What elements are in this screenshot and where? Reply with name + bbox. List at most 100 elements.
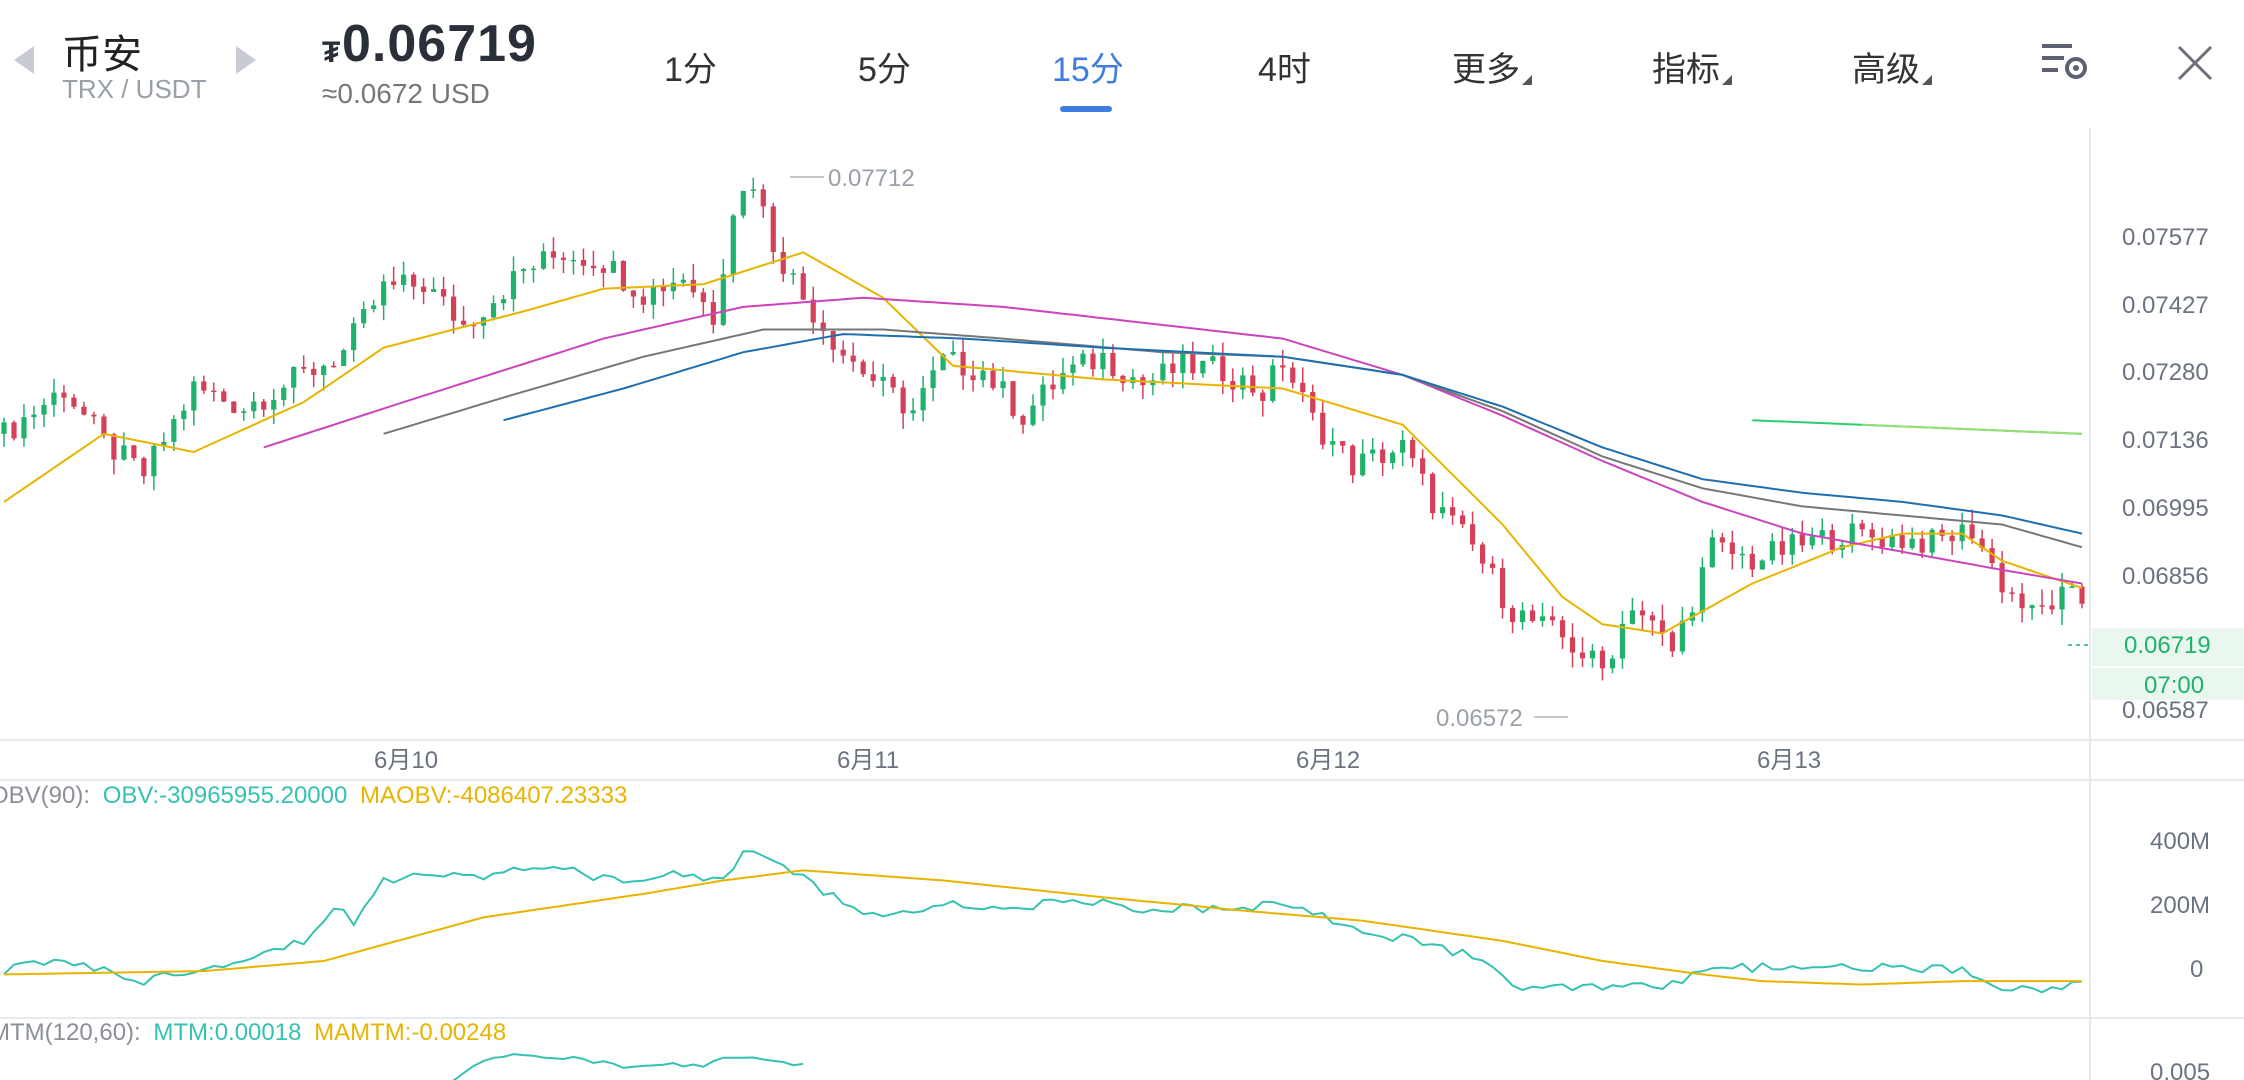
candle-body: [1240, 375, 1246, 390]
candle: [161, 432, 167, 452]
candle: [1489, 556, 1496, 575]
candle-body: [1969, 524, 1975, 539]
tab-label: 1分: [664, 51, 717, 89]
candle: [1519, 602, 1526, 630]
close-icon[interactable]: [2176, 44, 2214, 82]
candle: [311, 361, 317, 388]
candle: [1759, 559, 1765, 570]
candle-body: [460, 320, 467, 325]
candle: [1090, 348, 1096, 377]
candle-body: [600, 268, 607, 273]
moving-average-lines: [3, 251, 2083, 635]
candle: [1859, 519, 1865, 537]
candle: [21, 404, 27, 447]
candle: [530, 266, 537, 283]
tab-5min[interactable]: 5分: [858, 42, 911, 91]
candle-body: [1929, 529, 1935, 553]
candle-body: [111, 434, 117, 460]
tab-label: 更多: [1452, 51, 1520, 89]
candle-body: [570, 259, 577, 262]
candle-body: [990, 370, 996, 389]
candle: [1130, 368, 1136, 389]
candle-body: [1270, 365, 1276, 401]
candle: [1030, 394, 1036, 427]
candle-body: [1569, 637, 1576, 653]
chart-header: 币安 TRX / USDT ₮ 0.06719 ≈0.0672 USD 1分 5…: [0, 0, 2244, 128]
candle: [1040, 376, 1046, 422]
candle: [1559, 615, 1566, 650]
tab-indicators[interactable]: 指标: [1652, 42, 1732, 91]
kline-chart[interactable]: 0.07577 0.07427 0.07280 0.07136 0.06995 …: [0, 128, 2244, 1080]
candle-body: [740, 190, 746, 216]
candle-body: [1190, 352, 1196, 374]
candle-body: [201, 381, 207, 391]
prev-icon[interactable]: [14, 46, 34, 74]
candle-body: [1070, 364, 1076, 373]
candle: [590, 250, 597, 276]
candle: [1190, 341, 1196, 380]
candle-body: [51, 392, 57, 405]
tab-advanced[interactable]: 高级: [1852, 42, 1932, 91]
tab-4h[interactable]: 4时: [1258, 42, 1311, 91]
candle-body: [2019, 593, 2025, 609]
candle: [2019, 583, 2025, 623]
candle-body: [81, 406, 87, 415]
candle: [510, 256, 517, 312]
candle: [1959, 512, 1965, 550]
candle-body: [1849, 523, 1855, 545]
exchange-name[interactable]: 币安: [62, 33, 142, 77]
candle-body: [61, 392, 67, 398]
candle: [1899, 524, 1905, 555]
candle: [171, 415, 177, 452]
candle-body: [241, 411, 247, 413]
candle: [411, 272, 417, 300]
tab-label: 4时: [1258, 51, 1311, 89]
maobv-line: [3, 869, 2082, 986]
dropdown-caret-icon: [1922, 75, 1932, 85]
candle-body: [181, 410, 187, 420]
candle-body: [1539, 616, 1546, 621]
candle: [1420, 449, 1426, 486]
candle: [1499, 558, 1506, 619]
chart-settings-icon[interactable]: [2040, 40, 2090, 84]
next-icon[interactable]: [236, 46, 256, 74]
candle-body: [1979, 538, 1985, 549]
obv-title: OBV(90):: [0, 782, 90, 809]
candle: [1919, 530, 1925, 559]
candle-body: [730, 215, 736, 275]
candle: [1819, 518, 1825, 545]
candle-body: [690, 279, 696, 293]
obv-legend: OBV(90): OBV:-30965955.20000 MAOBV:-4086…: [0, 782, 627, 809]
candle: [1579, 637, 1586, 667]
candle-body: [540, 251, 547, 269]
candle: [950, 340, 956, 356]
candle: [1709, 529, 1715, 568]
candle-body: [1749, 553, 1755, 570]
candle: [450, 284, 457, 334]
tab-more[interactable]: 更多: [1452, 42, 1532, 91]
tab-1min[interactable]: 1分: [664, 42, 717, 91]
candle-body: [960, 351, 966, 376]
tab-label: 5分: [858, 51, 911, 89]
current-price-tag: [2092, 628, 2244, 666]
candle-body: [640, 296, 646, 305]
obv-value: OBV:-30965955.20000: [103, 782, 348, 809]
candle-body: [590, 265, 597, 269]
candle: [630, 290, 636, 308]
ma-line-blue: [503, 333, 2083, 535]
candle-body: [361, 309, 367, 324]
candle-body: [1919, 538, 1925, 553]
candle-body: [1050, 384, 1056, 390]
candle-body: [750, 189, 756, 191]
candle: [1360, 439, 1366, 477]
trading-pair[interactable]: TRX / USDT: [62, 74, 207, 104]
candle-body: [1380, 449, 1386, 463]
candle: [640, 288, 646, 314]
candle: [890, 373, 896, 393]
candle: [1000, 366, 1006, 398]
candle-body: [530, 268, 537, 271]
candle-body: [700, 292, 706, 303]
maobv-value: MAOBV:-4086407.23333: [360, 782, 627, 809]
tab-15min[interactable]: 15分: [1052, 42, 1124, 91]
candle-body: [850, 355, 856, 362]
